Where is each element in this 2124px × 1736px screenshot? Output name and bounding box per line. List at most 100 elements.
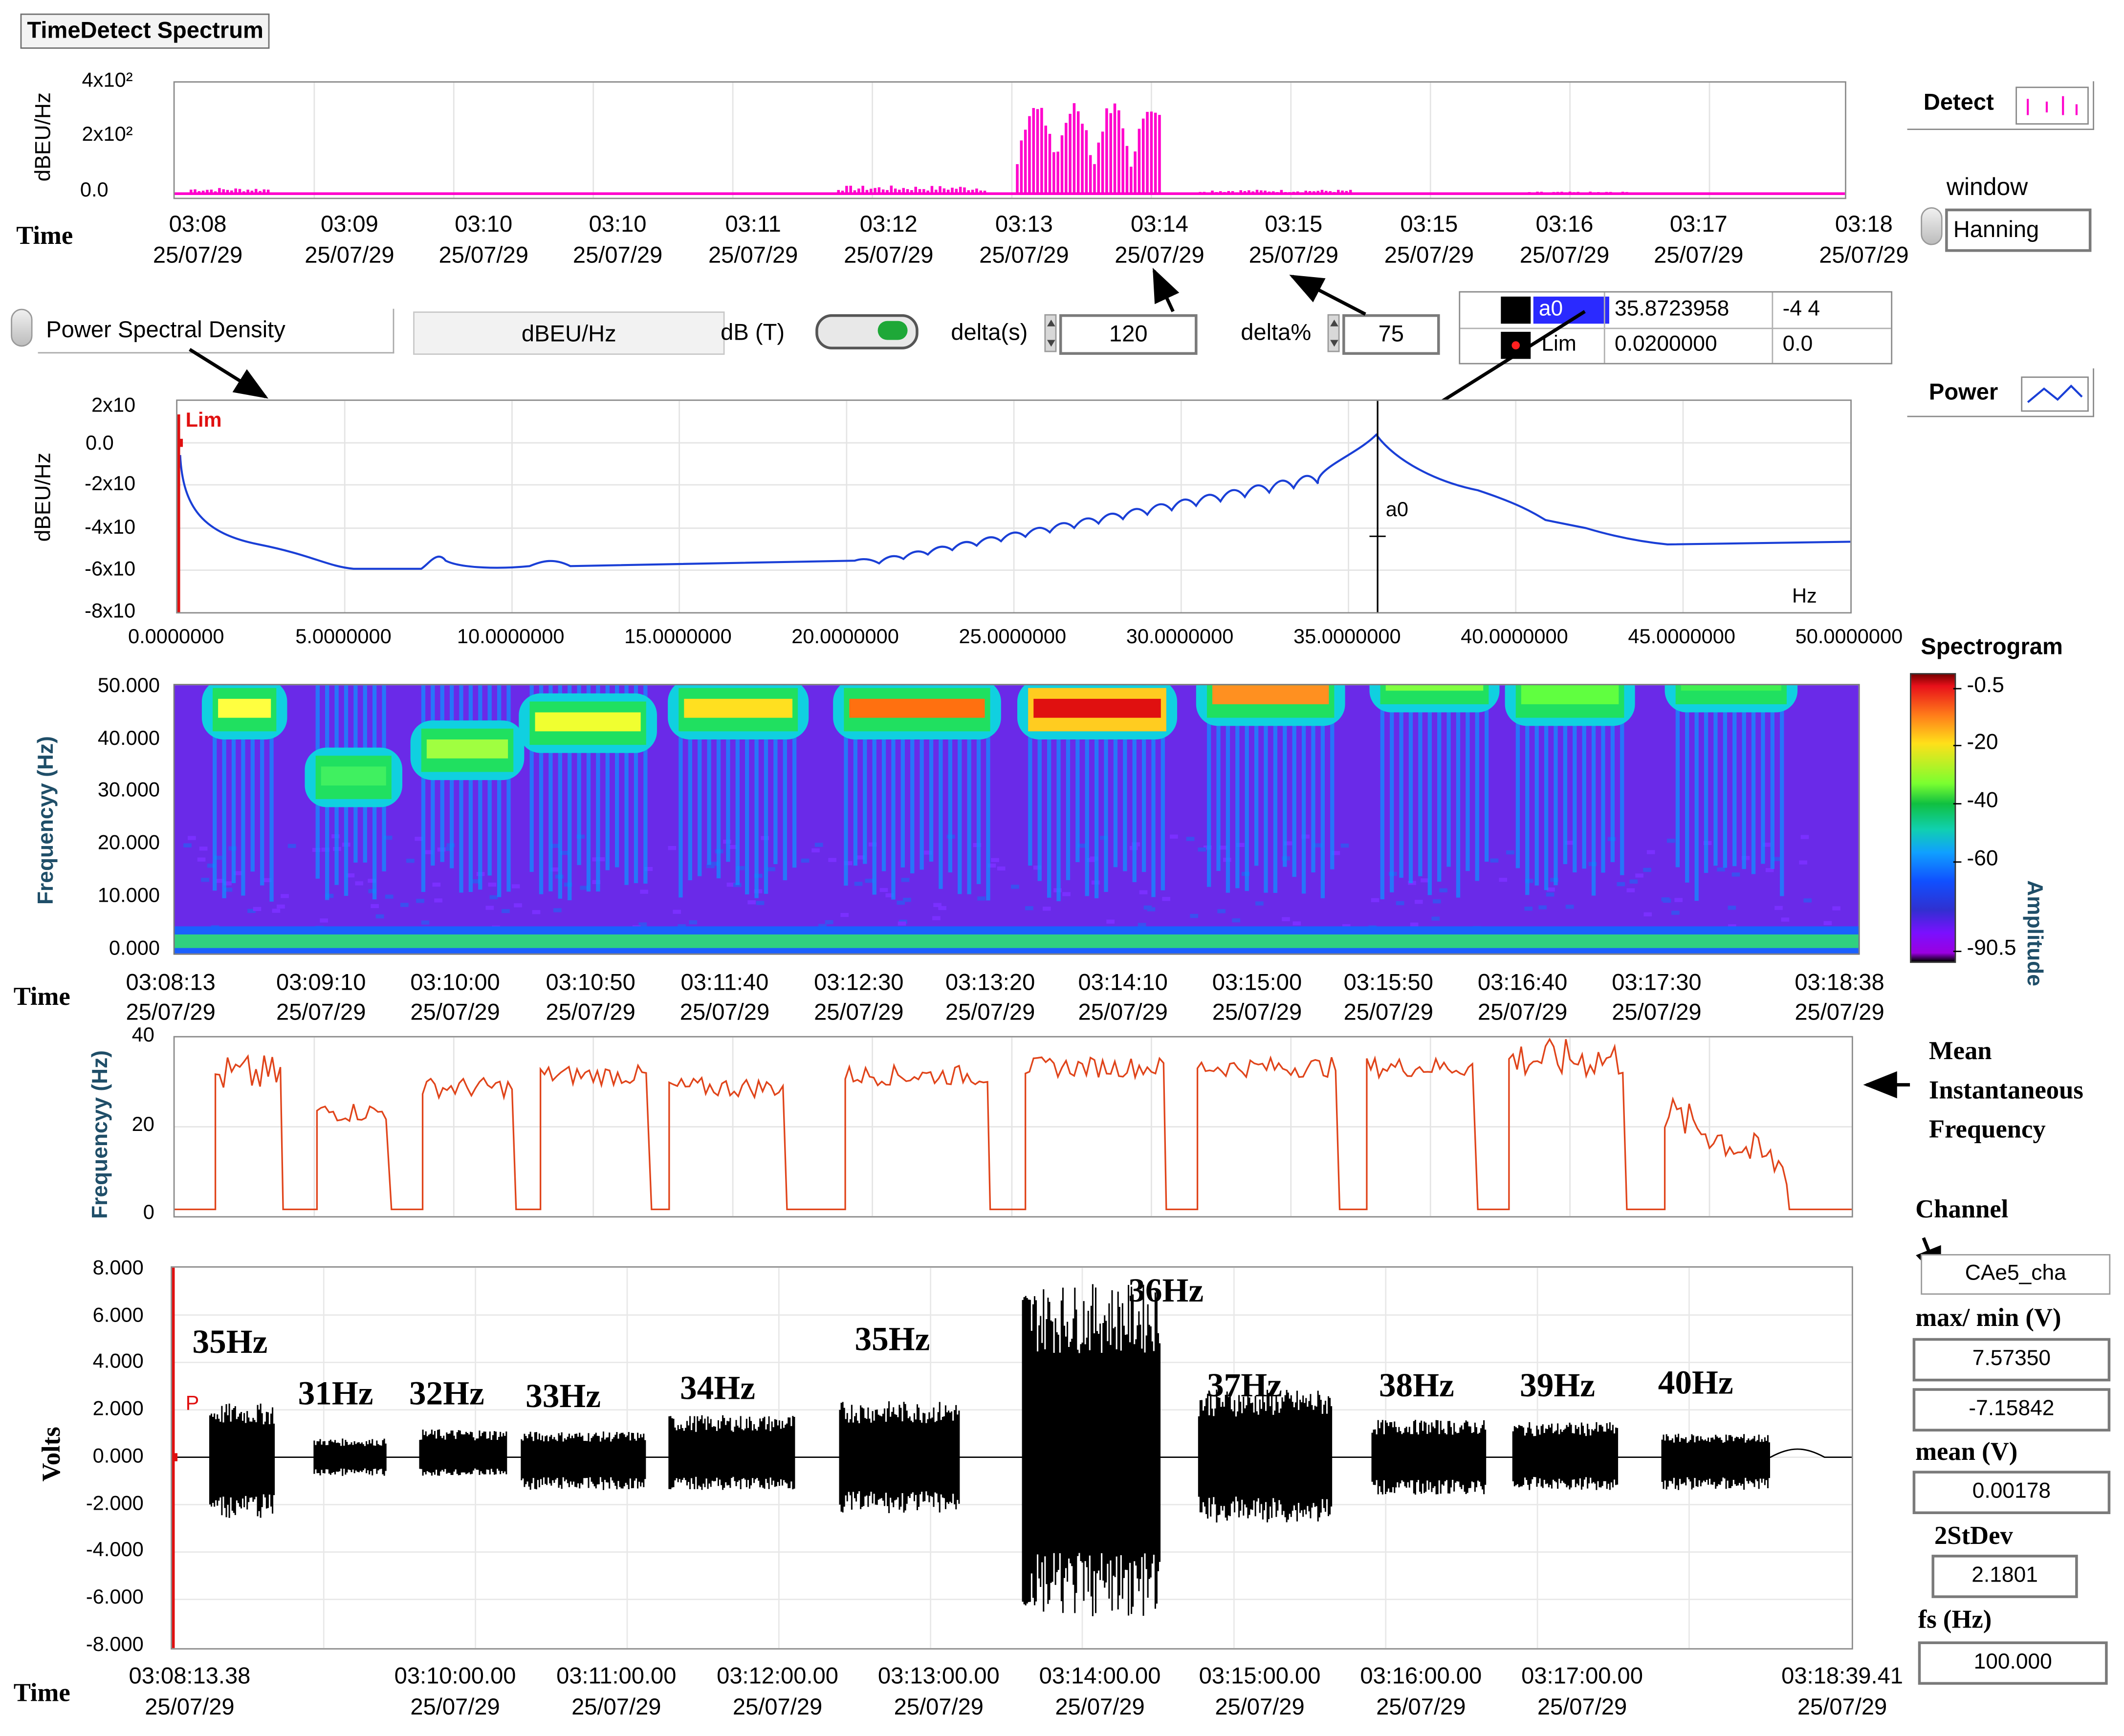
mode-select-value: Power Spectral Density — [46, 317, 285, 343]
spectrogram-streak — [605, 685, 610, 870]
detect-x-tick-time: 03:13 — [995, 211, 1053, 237]
detect-x-tick-date: 25/07/29 — [844, 242, 934, 268]
spectrogram-y-tick: 30.000 — [97, 779, 160, 802]
db-toggle-switch[interactable] — [815, 314, 919, 349]
spectrogram-noise — [384, 835, 393, 840]
mif-annotation: Mean Instantaneous Frequency — [1929, 1032, 2083, 1150]
spectrogram-streak — [231, 685, 236, 883]
psd-plot[interactable]: Lim a0 Hz — [176, 399, 1852, 614]
channel-select[interactable]: CAe5_cha — [1921, 1254, 2111, 1295]
signal-x-tick-date: 25/07/29 — [410, 1694, 500, 1720]
spectrogram-noise — [488, 882, 497, 887]
signal-plot[interactable]: P — [171, 1266, 1853, 1650]
spectrogram-noise — [901, 878, 910, 882]
spectrogram-noise — [511, 884, 520, 889]
colorbar-tick-mark — [1953, 688, 1962, 690]
signal-burst — [839, 1401, 960, 1514]
spectrogram-streak — [468, 685, 473, 892]
spectrogram-streak — [1515, 685, 1520, 868]
delta-s-input[interactable]: 120 — [1059, 314, 1198, 355]
spectrogram-streak — [478, 685, 482, 890]
detect-x-tick: 03:10 25/07/29 — [421, 209, 546, 271]
spectrogram-streak — [487, 685, 492, 876]
psd-x-tick: 10.0000000 — [457, 626, 565, 649]
spectrogram-noise — [1674, 898, 1683, 902]
detect-x-tick-date: 25/07/29 — [1519, 242, 1610, 268]
spectrogram-noise — [1292, 921, 1301, 926]
delta-s-spinner[interactable] — [1044, 314, 1057, 352]
signal-burst — [521, 1431, 646, 1490]
detect-y-tick: 0.0 — [80, 178, 109, 202]
spectrogram-streak — [1085, 685, 1089, 896]
spectrogram-streak — [707, 685, 711, 865]
spectrogram-noise — [1033, 866, 1042, 870]
spectrogram-noise — [1255, 901, 1264, 906]
detect-x-tick-date: 25/07/29 — [1248, 242, 1339, 268]
mode-select[interactable]: Power Spectral Density — [38, 308, 394, 354]
delta-pct-input[interactable]: 75 — [1342, 314, 1440, 355]
spectrogram-streak — [929, 685, 934, 862]
cursor-row-lim[interactable]: Lim 0.0200000 0.0 — [1460, 328, 1891, 363]
spectrogram-x-tick-time: 03:13:20 — [945, 970, 1035, 996]
channel-select-value: CAe5_cha — [1965, 1262, 2066, 1285]
spectrogram-noise — [1162, 897, 1170, 901]
delta-pct-spinner[interactable] — [1327, 314, 1340, 352]
spectrogram-title: Spectrogram — [1921, 633, 2063, 660]
detect-y-tick: 4x10² — [82, 69, 133, 92]
spectrogram-noise — [818, 924, 827, 928]
arrow-delta-pct — [1289, 275, 1366, 316]
burst-frequency-label: 35Hz — [854, 1322, 930, 1359]
detect-plot[interactable] — [173, 81, 1846, 199]
detect-x-tick-date: 25/07/29 — [153, 242, 243, 268]
spectrogram-streak — [643, 685, 648, 884]
detect-legend[interactable]: Detect — [1907, 81, 2094, 130]
cursor-table[interactable]: a0 35.8723958 -4 4 Lim 0.0200000 0.0 — [1459, 291, 1893, 365]
spectrogram-streak — [754, 685, 759, 898]
spectrogram-noise — [938, 906, 946, 911]
detect-x-tick: 03:12 25/07/29 — [826, 209, 951, 271]
cursor-row-a0[interactable]: a0 35.8723958 -4 4 — [1460, 293, 1891, 329]
spectrogram-streak — [1742, 685, 1746, 869]
signal-x-tick-date: 25/07/29 — [1797, 1694, 1887, 1720]
mode-ring-control[interactable] — [11, 308, 33, 347]
signal-y-tick: 2.000 — [92, 1397, 144, 1421]
spectrogram-noise — [1506, 850, 1514, 855]
spectrogram-noise — [532, 910, 541, 914]
spectrogram-noise — [416, 899, 424, 903]
spectrogram-streak — [688, 685, 692, 881]
psd-y-tick: 0.0 — [85, 432, 114, 456]
psd-x-tick: 40.0000000 — [1461, 626, 1568, 649]
spectrogram-noise — [1198, 847, 1206, 852]
psd-y-tick: 2x10 — [91, 394, 136, 417]
mif-annotation-line: Instantaneous — [1928, 1076, 2083, 1106]
window-ring-control[interactable] — [1921, 207, 1943, 245]
spectrogram-streak — [1723, 685, 1728, 868]
spectrogram-plot[interactable] — [173, 684, 1860, 955]
detect-x-tick-time: 03:10 — [455, 211, 513, 237]
spectrogram-noise — [1232, 918, 1241, 923]
spectrogram-noise — [1106, 919, 1115, 924]
power-legend[interactable]: Power — [1907, 368, 2094, 417]
max-display: 7.57350 — [1912, 1338, 2111, 1382]
spectrogram-noise — [183, 843, 192, 847]
detect-y-tick: 2x10² — [82, 123, 133, 147]
spectrogram-streak — [1216, 685, 1221, 871]
detect-x-tick-time: 03:14 — [1131, 211, 1188, 237]
spectrogram-noise — [199, 846, 208, 851]
spectrogram-noise — [596, 857, 605, 862]
mif-plot[interactable] — [173, 1036, 1853, 1218]
spectrogram-burst-core — [218, 698, 271, 718]
cursor-a0-y: -4 4 — [1782, 298, 1820, 321]
detect-x-tick-time: 03:09 — [320, 211, 378, 237]
detect-series — [189, 103, 1637, 194]
spectrogram-noise — [828, 858, 836, 862]
signal-burst — [668, 1415, 795, 1490]
spectrogram-noise — [1643, 912, 1652, 916]
spectrogram-noise — [224, 888, 233, 892]
detect-x-tick: 03:09 25/07/29 — [287, 209, 412, 271]
window-select[interactable]: Hanning — [1945, 208, 2092, 252]
spectrogram-streak — [1418, 685, 1423, 876]
burst-frequency-label: 33Hz — [526, 1378, 601, 1415]
db-toggle-label: dB (T) — [721, 319, 785, 346]
spectrogram-noise — [560, 850, 569, 855]
